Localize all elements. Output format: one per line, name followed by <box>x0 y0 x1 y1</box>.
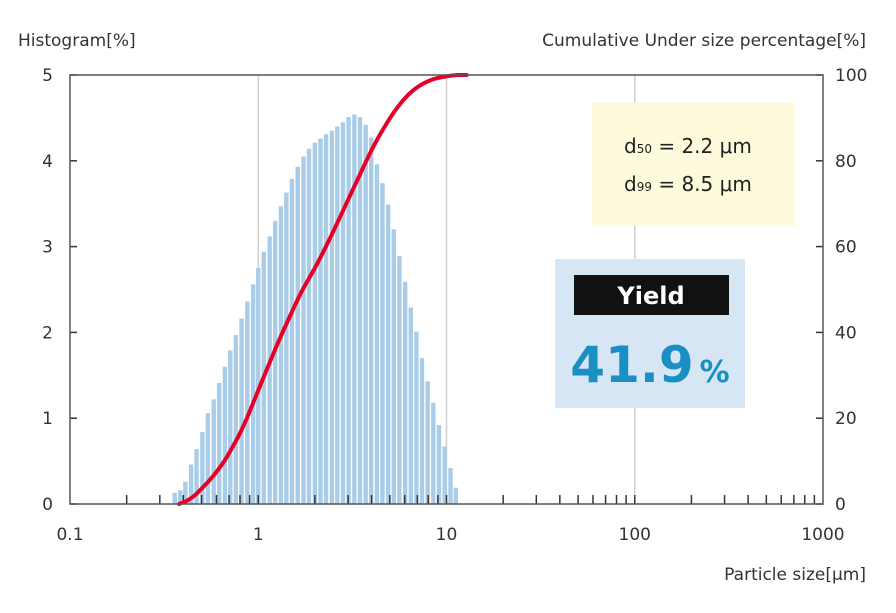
histogram-bar <box>194 449 199 504</box>
x-tick-label: 10 <box>436 525 458 545</box>
y-left-tick-label: 4 <box>42 152 53 172</box>
y-left-tick-label: 1 <box>42 409 53 429</box>
y-right-tick-label: 20 <box>835 409 857 429</box>
histogram-bar <box>425 381 430 504</box>
histogram-bar <box>272 220 278 505</box>
x-tick-label: 0.1 <box>56 525 83 545</box>
histogram-bar <box>239 318 244 504</box>
histogram-bar <box>295 166 300 504</box>
histogram-bar <box>245 301 250 504</box>
y-right-tick-label: 40 <box>835 323 857 343</box>
histogram-bar <box>289 178 295 504</box>
yield-label-bg <box>574 275 729 315</box>
y-right-tick-label: 0 <box>835 495 846 515</box>
histogram-bar <box>352 114 357 504</box>
histogram-bar <box>216 383 222 504</box>
histogram-bar <box>402 281 408 504</box>
yield-value-text: 41.9% <box>570 336 729 394</box>
histogram-bar <box>222 366 228 504</box>
x-axis-title: Particle size[µm] <box>724 565 866 585</box>
histogram-bar <box>408 307 413 504</box>
right-axis-title: Cumulative Under size percentage[%] <box>542 31 866 51</box>
histogram-bar <box>323 134 329 504</box>
cumulative-curve <box>177 73 469 506</box>
histogram-bar <box>436 425 442 504</box>
y-left-tick-label: 0 <box>42 495 53 515</box>
yield-label: Yield <box>616 282 684 310</box>
histogram-bar <box>335 126 340 504</box>
histogram-bar <box>267 236 272 504</box>
histogram-bar <box>183 481 188 504</box>
d50-text: d50 = 2.2 μm <box>624 134 752 158</box>
histogram-bar <box>278 206 284 505</box>
histogram-bar <box>250 284 256 504</box>
axis-ticks <box>70 74 823 505</box>
histogram-bar <box>397 256 402 504</box>
d99-subscript: 99 <box>637 180 652 194</box>
histogram-bar <box>318 138 323 504</box>
yield-value: 41.9 <box>570 336 693 394</box>
histogram-bar <box>306 148 312 504</box>
histogram-bar <box>172 492 177 504</box>
histogram-bar <box>419 358 425 504</box>
histogram-bar <box>431 402 436 504</box>
histogram-bar <box>346 117 351 505</box>
histogram-bar <box>301 156 306 504</box>
d50-subscript: 50 <box>637 142 652 156</box>
x-tick-label: 1000 <box>801 525 844 545</box>
d50-value: = 2.2 μm <box>652 134 752 158</box>
histogram-bar <box>329 130 335 504</box>
y-left-tick-label: 3 <box>42 238 53 258</box>
histogram-bar <box>448 467 453 504</box>
y-left-tick-label: 5 <box>42 66 53 86</box>
d50-base: d <box>624 134 637 158</box>
histogram-bar <box>374 164 380 504</box>
histogram-bar <box>200 431 205 504</box>
plot-frame <box>69 74 824 505</box>
x-tick-label: 100 <box>619 525 651 545</box>
histogram-bar <box>414 331 419 504</box>
d-values-box <box>592 103 795 226</box>
d99-value: = 8.5 μm <box>652 172 752 196</box>
histogram-bar <box>228 350 233 504</box>
histogram-bar <box>188 464 194 504</box>
y-right-tick-label: 60 <box>835 238 857 258</box>
histogram-bar <box>312 142 318 505</box>
histogram-bar <box>211 399 216 504</box>
x-tick-label: 1 <box>253 525 264 545</box>
histogram-bar <box>205 413 211 504</box>
histogram-bar <box>453 487 458 504</box>
y-right-tick-label: 80 <box>835 152 857 172</box>
histogram-bar <box>178 490 183 504</box>
histogram-bar <box>442 446 447 504</box>
histogram-bar <box>340 122 346 504</box>
left-axis-title: Histogram[%] <box>18 31 136 51</box>
yield-unit: % <box>700 355 730 390</box>
histogram-bar <box>357 117 363 505</box>
histogram-bar <box>391 229 397 504</box>
histogram-bar <box>363 124 368 504</box>
y-left-tick-label: 2 <box>42 323 53 343</box>
histogram-bar <box>380 183 385 504</box>
histogram-bar <box>368 137 374 504</box>
d99-base: d <box>624 172 637 196</box>
histogram-bar <box>284 192 289 504</box>
d99-text: d99 = 8.5 μm <box>624 172 752 196</box>
y-right-tick-label: 100 <box>835 66 867 86</box>
histogram-bar <box>385 204 391 505</box>
histogram-bar <box>233 334 239 504</box>
